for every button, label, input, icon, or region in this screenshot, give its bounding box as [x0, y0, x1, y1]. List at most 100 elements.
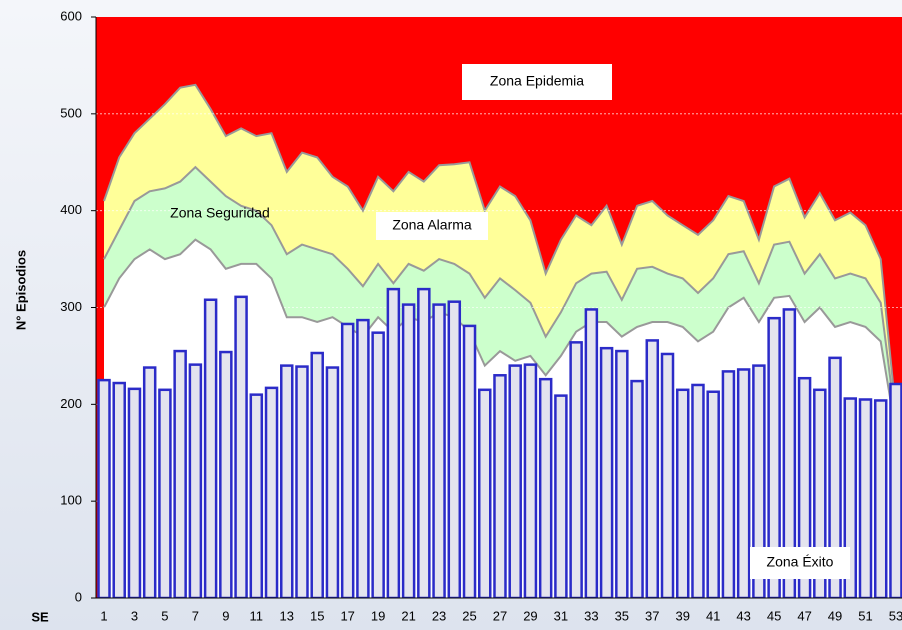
bar: [858, 398, 873, 598]
x-tick-label: 35: [615, 608, 629, 623]
bar: [97, 378, 111, 598]
x-tick-label: 49: [828, 608, 842, 623]
bar: [447, 300, 462, 598]
x-tick-label: 51: [858, 608, 872, 623]
annotation: Zona Alarma: [392, 217, 472, 233]
bar: [538, 377, 553, 598]
bar: [523, 363, 538, 598]
x-tick-label: 27: [493, 608, 507, 623]
bar: [828, 356, 842, 598]
bar: [782, 308, 797, 598]
bar: [569, 341, 583, 598]
x-tick-label: 45: [767, 608, 781, 623]
bar: [721, 370, 736, 598]
band-line: [103, 83, 897, 415]
bar: [158, 388, 172, 598]
x-tick-label: 47: [797, 608, 811, 623]
y-tick-label: 500: [60, 105, 82, 120]
x-tick-label: 29: [523, 608, 537, 623]
x-tick-label: 43: [736, 608, 750, 623]
bar: [630, 379, 644, 598]
x-tick-label: 41: [706, 608, 720, 623]
bar: [173, 349, 187, 598]
bar: [554, 394, 568, 598]
y-tick-label: 100: [60, 493, 82, 508]
y-tick-label: 200: [60, 396, 82, 411]
x-tick-label: 13: [280, 608, 294, 623]
bar: [249, 393, 264, 598]
bar: [340, 322, 355, 598]
annotation: Zona Seguridad: [170, 205, 270, 221]
bar: [478, 388, 492, 598]
x-tick-label: 53: [889, 608, 902, 623]
y-tick-label: 0: [75, 589, 82, 604]
bar: [142, 366, 157, 598]
x-axis-label: SE: [31, 609, 49, 624]
x-tick-label: 33: [584, 608, 598, 623]
x-tick-label: 9: [222, 608, 229, 623]
bar: [386, 287, 401, 598]
bar: [219, 350, 233, 598]
annotation-box: [462, 64, 612, 100]
bar: [401, 303, 416, 598]
bar: [660, 352, 675, 598]
bar: [508, 364, 522, 598]
bar: [599, 346, 614, 598]
x-tick-label: 37: [645, 608, 659, 623]
y-axis-label: N° Episodios: [13, 250, 28, 330]
bar: [356, 318, 370, 598]
annotation: Zona Éxito: [767, 554, 834, 570]
bar: [112, 381, 126, 598]
x-tick-label: 25: [462, 608, 476, 623]
y-tick-label: 600: [60, 8, 82, 23]
band-line: [103, 238, 897, 434]
plot-area: [96, 17, 902, 598]
bar: [736, 368, 751, 598]
annotation-box: [750, 547, 850, 579]
bar: [203, 298, 218, 598]
bar: [462, 324, 477, 598]
x-tick-label: 21: [401, 608, 415, 623]
bar: [234, 295, 248, 598]
bar: [295, 365, 309, 598]
bar: [493, 374, 507, 598]
bar: [843, 397, 858, 598]
x-tick-label: 7: [192, 608, 199, 623]
bar: [615, 349, 629, 598]
bar: [767, 316, 781, 598]
bar: [584, 308, 599, 598]
x-tick-label: 3: [131, 608, 138, 623]
bar: [280, 364, 294, 598]
x-tick-label: 5: [161, 608, 168, 623]
bar: [127, 387, 142, 598]
bar: [691, 383, 705, 598]
annotation: Zona Epidemia: [490, 73, 584, 89]
x-tick-label: 23: [432, 608, 446, 623]
x-tick-label: 31: [554, 608, 568, 623]
x-tick-label: 1: [100, 608, 107, 623]
bar: [417, 287, 431, 598]
bar: [325, 366, 340, 598]
x-tick-label: 39: [676, 608, 690, 623]
x-tick-label: 17: [340, 608, 354, 623]
y-tick-label: 300: [60, 299, 82, 314]
bar: [706, 390, 720, 598]
bar: [645, 339, 660, 598]
x-tick-label: 11: [250, 608, 264, 623]
x-tick-label: 19: [371, 608, 385, 623]
annotation-box: [376, 212, 488, 240]
y-tick-label: 400: [60, 202, 82, 217]
bar: [264, 386, 279, 598]
x-tick-label: 15: [310, 608, 324, 623]
bar: [371, 331, 385, 598]
bar: [889, 382, 902, 598]
bar: [432, 303, 446, 598]
bar: [873, 399, 888, 598]
band-line: [103, 165, 897, 424]
bar: [310, 351, 324, 598]
bar: [752, 364, 766, 598]
bar: [188, 363, 203, 598]
bar: [675, 388, 690, 598]
